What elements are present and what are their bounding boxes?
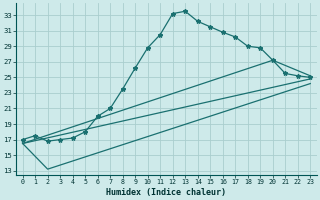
X-axis label: Humidex (Indice chaleur): Humidex (Indice chaleur) xyxy=(107,188,227,197)
